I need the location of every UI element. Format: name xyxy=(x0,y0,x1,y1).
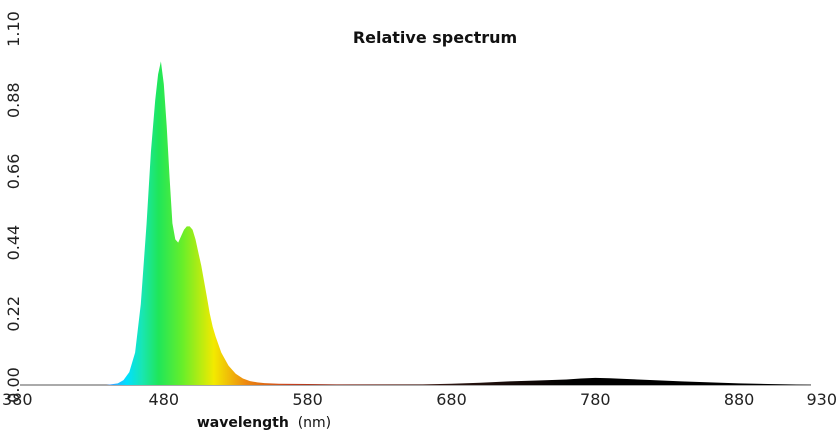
chart-title: Relative spectrum xyxy=(353,28,517,47)
x-tick-label: 480 xyxy=(149,390,180,409)
x-axis-label-main: wavelength xyxy=(197,415,289,431)
x-axis-label-unit: (nm) xyxy=(298,415,331,431)
x-axis-label: wavelength (nm) xyxy=(197,415,331,431)
x-tick-labels: 380 480 580 680 780 880 930 xyxy=(2,390,837,409)
x-tick-label: 580 xyxy=(292,390,323,409)
y-tick-label: 0.22 xyxy=(4,296,23,332)
y-tick-label: 0.00 xyxy=(4,367,23,403)
y-tick-label: 0.44 xyxy=(4,225,23,261)
y-tick-labels: 0.00 0.22 0.44 0.66 0.88 1.10 xyxy=(4,11,23,403)
y-tick-label: 0.66 xyxy=(4,154,23,190)
y-tick-label: 1.10 xyxy=(4,11,23,47)
x-tick-label: 880 xyxy=(724,390,755,409)
y-tick-label: 0.88 xyxy=(4,82,23,118)
x-tick-label: 380 xyxy=(2,390,33,409)
x-tick-label: 780 xyxy=(580,390,611,409)
spectrum-area xyxy=(106,61,812,386)
x-tick-label: 930 xyxy=(806,390,837,409)
x-tick-label: 680 xyxy=(436,390,467,409)
